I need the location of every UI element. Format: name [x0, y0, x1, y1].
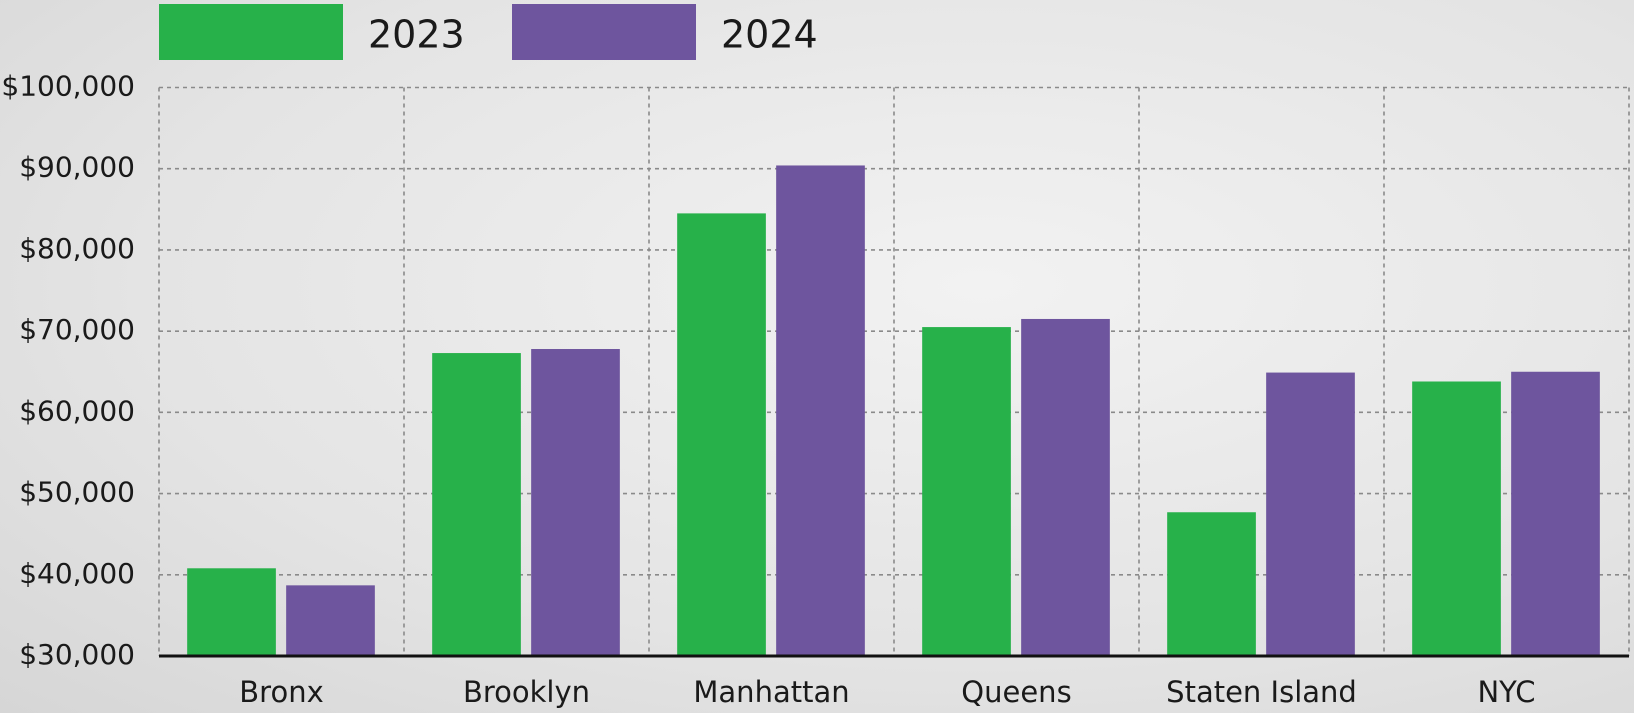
- x-tick-label: Bronx: [239, 675, 323, 709]
- x-tick-label: Manhattan: [693, 675, 849, 709]
- bar: [286, 585, 375, 656]
- y-tick-label: $50,000: [19, 476, 135, 509]
- y-tick-label: $90,000: [19, 151, 135, 184]
- bar: [1167, 512, 1256, 656]
- bar: [1511, 371, 1600, 656]
- bar: [1266, 372, 1355, 656]
- y-tick-label: $40,000: [19, 557, 135, 590]
- y-tick-label: $100,000: [1, 70, 135, 103]
- y-tick-label: $80,000: [19, 232, 135, 265]
- bar: [677, 213, 766, 656]
- bar: [531, 349, 620, 656]
- x-tick-label: Brooklyn: [463, 675, 590, 709]
- x-tick-label: Staten Island: [1166, 675, 1357, 709]
- y-tick-label: $70,000: [19, 313, 135, 346]
- bar: [432, 353, 521, 656]
- legend-swatch: [512, 4, 696, 60]
- y-tick-label: $60,000: [19, 394, 135, 427]
- bar: [187, 568, 276, 656]
- legend-label: 2023: [368, 13, 465, 57]
- bar: [1021, 318, 1110, 656]
- bar: [1412, 381, 1501, 656]
- bar: [922, 327, 1011, 656]
- legend-swatch: [159, 4, 343, 60]
- legend-label: 2024: [721, 13, 818, 57]
- x-tick-label: Queens: [961, 675, 1071, 709]
- x-tick-label: NYC: [1477, 675, 1535, 709]
- bar: [776, 165, 865, 657]
- y-tick-label: $30,000: [19, 638, 135, 671]
